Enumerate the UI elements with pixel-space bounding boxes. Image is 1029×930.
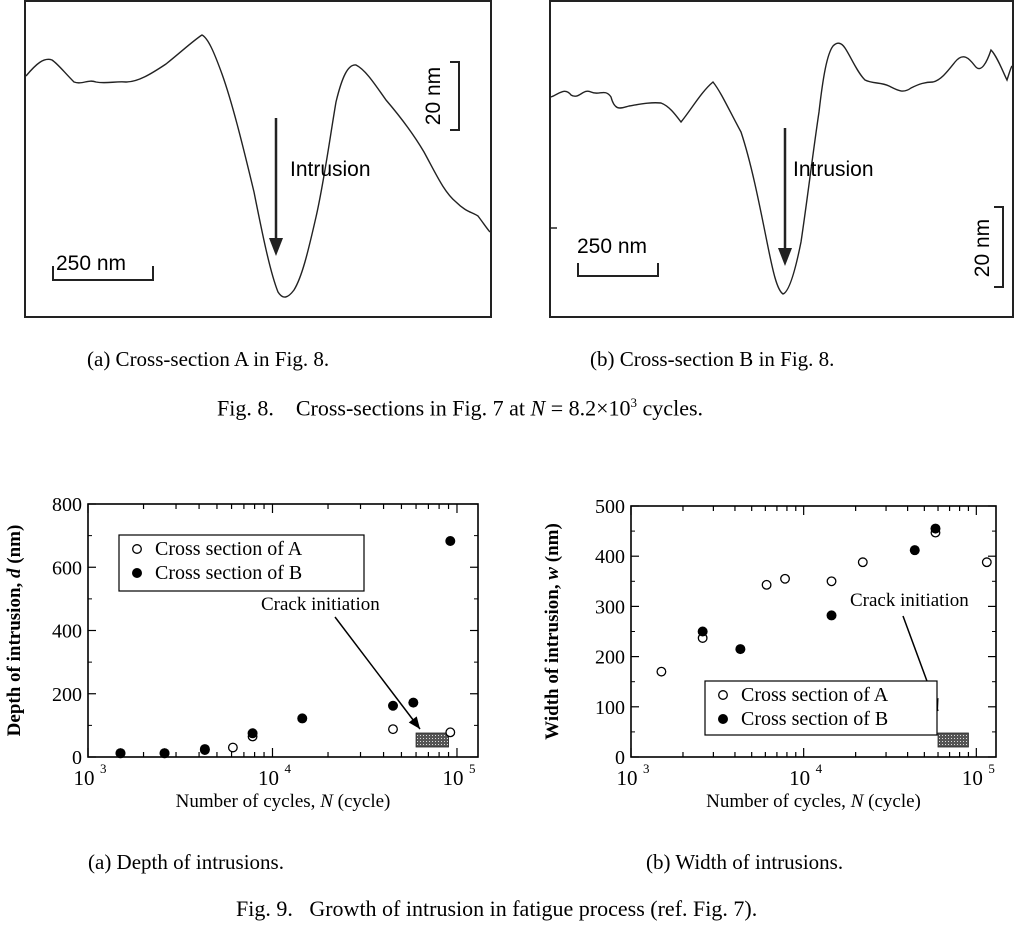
data-point-b bbox=[199, 744, 210, 755]
legend-marker bbox=[718, 714, 728, 724]
x-tick-exponent: 3 bbox=[643, 761, 650, 776]
scale-bar-horizontal-label: 250 nm bbox=[56, 252, 127, 275]
data-point-b bbox=[408, 697, 419, 708]
data-point-b bbox=[930, 523, 941, 534]
x-tick-exponent: 5 bbox=[988, 761, 995, 776]
data-point-a bbox=[656, 666, 667, 677]
fig8-number: Fig. 8. bbox=[217, 395, 274, 421]
y-tick-label: 500 bbox=[595, 496, 625, 518]
data-point-a bbox=[388, 724, 398, 735]
x-axis-label: Number of cycles, N (cycle) bbox=[706, 791, 921, 812]
y-tick-label: 800 bbox=[52, 495, 82, 516]
crack-initiation-region bbox=[937, 732, 969, 748]
y-tick-label: 200 bbox=[52, 684, 82, 706]
cross-section-a-profile bbox=[26, 34, 490, 298]
fig8-caption-tail: cycles. bbox=[637, 395, 704, 421]
x-tick-label: 10 bbox=[258, 766, 279, 790]
data-point-a bbox=[826, 576, 837, 587]
legend-label: Cross section of B bbox=[741, 708, 888, 730]
legend-marker bbox=[132, 544, 142, 554]
y-tick-label: 300 bbox=[595, 596, 625, 618]
x-tick-label: 10 bbox=[962, 766, 983, 790]
y-tick-label: 0 bbox=[72, 747, 82, 769]
data-point-b bbox=[697, 626, 708, 637]
legend-marker bbox=[132, 568, 142, 578]
fig8-caption-value: = 8.2×10 bbox=[545, 395, 631, 421]
crack-initiation-arrowhead bbox=[408, 716, 420, 729]
y-tick-label: 100 bbox=[595, 697, 625, 719]
y-tick-label: 200 bbox=[595, 647, 625, 669]
data-point-a bbox=[761, 579, 772, 590]
x-tick-exponent: 4 bbox=[816, 761, 823, 776]
data-point-a bbox=[445, 727, 456, 738]
cross-section-b-panel: Intrusion 250 nm 20 nm bbox=[549, 0, 1014, 318]
width-chart: 10 3 10 4 10 5 0 100 200 300 400 500 Number of cycle… bbox=[540, 495, 1029, 825]
scale-bar-vertical-label: 20 nm bbox=[971, 218, 994, 278]
legend-label: Cross section of B bbox=[155, 562, 302, 584]
x-tick-exponent: 4 bbox=[284, 761, 291, 776]
legend-box bbox=[704, 680, 938, 736]
legend-label: Cross section of A bbox=[155, 538, 303, 560]
data-point-a bbox=[780, 573, 790, 584]
legend-marker bbox=[718, 690, 728, 700]
caption-fig9b: (b) Width of intrusions. bbox=[646, 850, 844, 874]
fig8-caption-symbol: N bbox=[530, 395, 546, 421]
fig8-caption-exponent: 3 bbox=[630, 395, 638, 410]
cross-section-b-profile bbox=[551, 42, 1012, 295]
crack-initiation-arrow bbox=[334, 616, 421, 730]
x-tick-exponent: 3 bbox=[100, 761, 107, 776]
scale-bar-horizontal-label: 250 nm bbox=[577, 235, 648, 258]
crack-initiation-label: Crack initiation bbox=[850, 590, 969, 611]
y-tick-label: 600 bbox=[52, 557, 82, 579]
x-tick-exponent: 5 bbox=[469, 761, 476, 776]
intrusion-label: Intrusion bbox=[793, 158, 874, 181]
x-tick-label: 10 bbox=[74, 766, 95, 790]
x-axis-label: Number of cycles, N (cycle) bbox=[176, 791, 391, 812]
data-point-b bbox=[247, 728, 258, 739]
x-tick-label: 10 bbox=[442, 766, 463, 790]
scale-bar-vertical-label: 20 nm bbox=[422, 66, 445, 126]
data-point-a bbox=[981, 557, 992, 568]
caption-fig8: Fig. 8. Cross-sections in Fig. 7 at N = … bbox=[217, 395, 703, 421]
data-point-a bbox=[227, 742, 238, 753]
y-axis-label: Width of intrusion, w (nm) bbox=[542, 523, 563, 740]
legend-box bbox=[118, 534, 365, 592]
data-point-b bbox=[735, 644, 746, 655]
data-point-b bbox=[445, 536, 456, 547]
caption-fig9: Fig. 9. Growth of intrusion in fatigue p… bbox=[236, 896, 758, 921]
data-point-b bbox=[388, 700, 399, 711]
crack-initiation-label: Crack initiation bbox=[261, 594, 380, 615]
crack-initiation-region bbox=[415, 732, 449, 748]
data-point-b bbox=[159, 748, 170, 759]
x-tick-label: 10 bbox=[617, 766, 638, 790]
fig8-caption-text: Cross-sections in Fig. 7 at bbox=[295, 395, 531, 421]
cross-section-a-panel: Intrusion 250 nm 20 nm bbox=[24, 0, 492, 318]
caption-fig8b: (b) Cross-section B in Fig. 8. bbox=[590, 347, 835, 371]
y-tick-label: 400 bbox=[595, 546, 625, 568]
intrusion-label: Intrusion bbox=[290, 158, 371, 181]
y-tick-label: 400 bbox=[52, 621, 82, 643]
data-point-b bbox=[909, 545, 920, 556]
x-tick-label: 10 bbox=[789, 766, 810, 790]
data-point-b bbox=[115, 748, 126, 759]
caption-fig8a: (a) Cross-section A in Fig. 8. bbox=[87, 347, 330, 371]
data-point-b bbox=[297, 713, 308, 724]
depth-chart: 10 3 10 4 10 5 0 200 400 600 800 Number of cycles, … bbox=[0, 494, 490, 825]
y-axis-label: Depth of intrusion, d (nm) bbox=[4, 525, 25, 737]
data-point-a bbox=[857, 557, 868, 568]
y-tick-label: 0 bbox=[615, 747, 625, 769]
caption-fig9a: (a) Depth of intrusions. bbox=[88, 850, 284, 874]
data-point-b bbox=[826, 610, 837, 621]
legend-label: Cross section of A bbox=[741, 684, 889, 706]
